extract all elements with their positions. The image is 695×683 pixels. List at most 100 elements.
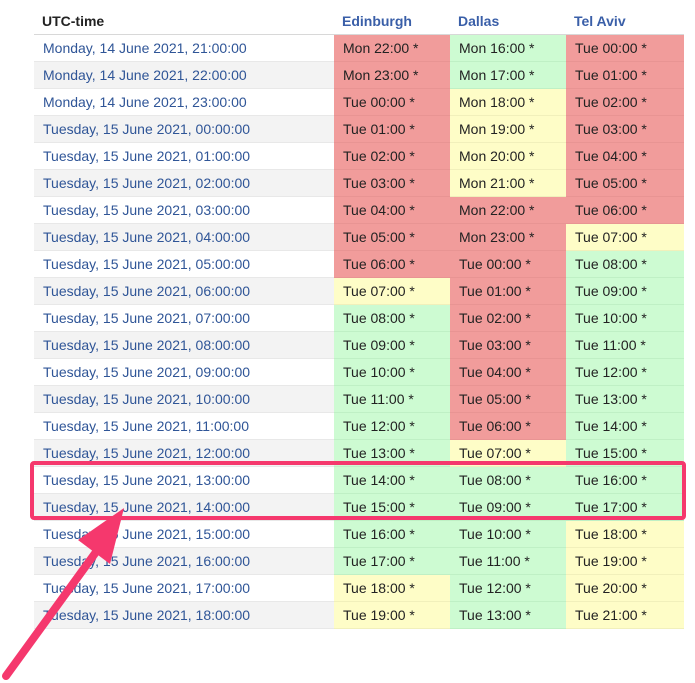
edinburgh-cell: Tue 16:00 *: [334, 520, 450, 548]
dallas-cell: Mon 19:00 *: [450, 115, 566, 143]
edinburgh-cell: Mon 22:00 *: [334, 34, 450, 62]
utc-time-link[interactable]: Tuesday, 15 June 2021, 02:00:00: [43, 175, 251, 191]
table-row: Monday, 14 June 2021, 21:00:00 Mon 22:00…: [34, 34, 684, 62]
edinburgh-cell: Tue 10:00 *: [334, 358, 450, 386]
table-row: Tuesday, 15 June 2021, 06:00:00 Tue 07:0…: [34, 277, 684, 305]
tel-aviv-cell: Tue 03:00 *: [566, 115, 684, 143]
tel-aviv-cell: Tue 07:00 *: [566, 223, 684, 251]
tel-aviv-cell: Tue 13:00 *: [566, 385, 684, 413]
tel-aviv-cell: Tue 00:00 *: [566, 34, 684, 62]
dallas-cell: Tue 00:00 *: [450, 250, 566, 278]
edinburgh-cell: Tue 11:00 *: [334, 385, 450, 413]
utc-cell: Tuesday, 15 June 2021, 17:00:00: [34, 574, 334, 602]
tel-aviv-cell: Tue 11:00 *: [566, 331, 684, 359]
utc-time-link[interactable]: Tuesday, 15 June 2021, 05:00:00: [43, 256, 251, 272]
tel-aviv-cell: Tue 18:00 *: [566, 520, 684, 548]
utc-time-link[interactable]: Tuesday, 15 June 2021, 08:00:00: [43, 337, 251, 353]
utc-cell: Tuesday, 15 June 2021, 11:00:00: [34, 412, 334, 440]
utc-time-link[interactable]: Monday, 14 June 2021, 23:00:00: [43, 94, 247, 110]
tel-aviv-cell: Tue 05:00 *: [566, 169, 684, 197]
utc-time-link[interactable]: Tuesday, 15 June 2021, 15:00:00: [43, 526, 251, 542]
tel-aviv-cell: Tue 15:00 *: [566, 439, 684, 467]
utc-time-link[interactable]: Tuesday, 15 June 2021, 10:00:00: [43, 391, 251, 407]
edinburgh-cell: Tue 09:00 *: [334, 331, 450, 359]
utc-cell: Tuesday, 15 June 2021, 07:00:00: [34, 304, 334, 332]
dallas-cell: Tue 09:00 *: [450, 493, 566, 521]
edinburgh-cell: Mon 23:00 *: [334, 61, 450, 89]
utc-cell: Tuesday, 15 June 2021, 16:00:00: [34, 547, 334, 575]
table-row: Tuesday, 15 June 2021, 12:00:00 Tue 13:0…: [34, 439, 684, 467]
timezone-table-container: UTC-time Edinburgh Dallas Tel Aviv Monda…: [34, 7, 684, 629]
tel-aviv-cell: Tue 14:00 *: [566, 412, 684, 440]
dallas-cell: Tue 05:00 *: [450, 385, 566, 413]
utc-time-link[interactable]: Monday, 14 June 2021, 22:00:00: [43, 67, 247, 83]
utc-time-link[interactable]: Tuesday, 15 June 2021, 00:00:00: [43, 121, 251, 137]
utc-cell: Tuesday, 15 June 2021, 10:00:00: [34, 385, 334, 413]
table-row: Tuesday, 15 June 2021, 00:00:00 Tue 01:0…: [34, 115, 684, 143]
table-row: Tuesday, 15 June 2021, 13:00:00 Tue 14:0…: [34, 466, 684, 494]
utc-time-link[interactable]: Tuesday, 15 June 2021, 04:00:00: [43, 229, 251, 245]
utc-time-link[interactable]: Tuesday, 15 June 2021, 03:00:00: [43, 202, 251, 218]
table-row: Tuesday, 15 June 2021, 09:00:00 Tue 10:0…: [34, 358, 684, 386]
dallas-cell: Tue 06:00 *: [450, 412, 566, 440]
edinburgh-cell: Tue 19:00 *: [334, 601, 450, 629]
utc-cell: Tuesday, 15 June 2021, 09:00:00: [34, 358, 334, 386]
dallas-cell: Mon 16:00 *: [450, 34, 566, 62]
edinburgh-cell: Tue 08:00 *: [334, 304, 450, 332]
utc-cell: Tuesday, 15 June 2021, 12:00:00: [34, 439, 334, 467]
tel-aviv-cell: Tue 01:00 *: [566, 61, 684, 89]
utc-cell: Tuesday, 15 June 2021, 01:00:00: [34, 142, 334, 170]
dallas-cell: Tue 13:00 *: [450, 601, 566, 629]
edinburgh-cell: Tue 15:00 *: [334, 493, 450, 521]
header-edinburgh[interactable]: Edinburgh: [334, 7, 450, 35]
tel-aviv-cell: Tue 17:00 *: [566, 493, 684, 521]
utc-cell: Tuesday, 15 June 2021, 13:00:00: [34, 466, 334, 494]
edinburgh-cell: Tue 13:00 *: [334, 439, 450, 467]
utc-time-link[interactable]: Tuesday, 15 June 2021, 17:00:00: [43, 580, 251, 596]
utc-time-link[interactable]: Tuesday, 15 June 2021, 07:00:00: [43, 310, 251, 326]
edinburgh-cell: Tue 01:00 *: [334, 115, 450, 143]
tel-aviv-cell: Tue 04:00 *: [566, 142, 684, 170]
table-row: Tuesday, 15 June 2021, 02:00:00 Tue 03:0…: [34, 169, 684, 197]
tel-aviv-cell: Tue 16:00 *: [566, 466, 684, 494]
utc-time-link[interactable]: Tuesday, 15 June 2021, 01:00:00: [43, 148, 251, 164]
header-dallas[interactable]: Dallas: [450, 7, 566, 35]
utc-cell: Tuesday, 15 June 2021, 04:00:00: [34, 223, 334, 251]
timezone-table: UTC-time Edinburgh Dallas Tel Aviv Monda…: [34, 7, 684, 629]
edinburgh-cell: Tue 06:00 *: [334, 250, 450, 278]
edinburgh-cell: Tue 14:00 *: [334, 466, 450, 494]
table-header-row: UTC-time Edinburgh Dallas Tel Aviv: [34, 7, 684, 35]
edinburgh-cell: Tue 04:00 *: [334, 196, 450, 224]
dallas-cell: Tue 11:00 *: [450, 547, 566, 575]
utc-time-link[interactable]: Tuesday, 15 June 2021, 13:00:00: [43, 472, 251, 488]
edinburgh-cell: Tue 17:00 *: [334, 547, 450, 575]
header-tel-aviv[interactable]: Tel Aviv: [566, 7, 684, 35]
utc-cell: Monday, 14 June 2021, 23:00:00: [34, 88, 334, 116]
table-row: Tuesday, 15 June 2021, 17:00:00 Tue 18:0…: [34, 574, 684, 602]
tel-aviv-cell: Tue 12:00 *: [566, 358, 684, 386]
table-row: Tuesday, 15 June 2021, 10:00:00 Tue 11:0…: [34, 385, 684, 413]
utc-cell: Tuesday, 15 June 2021, 18:00:00: [34, 601, 334, 629]
edinburgh-cell: Tue 03:00 *: [334, 169, 450, 197]
utc-time-link[interactable]: Tuesday, 15 June 2021, 06:00:00: [43, 283, 251, 299]
table-row: Tuesday, 15 June 2021, 07:00:00 Tue 08:0…: [34, 304, 684, 332]
dallas-cell: Mon 21:00 *: [450, 169, 566, 197]
table-row: Tuesday, 15 June 2021, 01:00:00 Tue 02:0…: [34, 142, 684, 170]
edinburgh-cell: Tue 02:00 *: [334, 142, 450, 170]
dallas-cell: Tue 12:00 *: [450, 574, 566, 602]
tel-aviv-cell: Tue 20:00 *: [566, 574, 684, 602]
edinburgh-cell: Tue 00:00 *: [334, 88, 450, 116]
tel-aviv-cell: Tue 21:00 *: [566, 601, 684, 629]
utc-time-link[interactable]: Tuesday, 15 June 2021, 14:00:00: [43, 499, 251, 515]
utc-cell: Tuesday, 15 June 2021, 08:00:00: [34, 331, 334, 359]
utc-time-link[interactable]: Tuesday, 15 June 2021, 18:00:00: [43, 607, 251, 623]
utc-time-link[interactable]: Tuesday, 15 June 2021, 09:00:00: [43, 364, 251, 380]
edinburgh-cell: Tue 18:00 *: [334, 574, 450, 602]
utc-time-link[interactable]: Tuesday, 15 June 2021, 12:00:00: [43, 445, 251, 461]
dallas-cell: Tue 08:00 *: [450, 466, 566, 494]
utc-time-link[interactable]: Tuesday, 15 June 2021, 16:00:00: [43, 553, 251, 569]
utc-time-link[interactable]: Tuesday, 15 June 2021, 11:00:00: [43, 418, 250, 434]
dallas-cell: Mon 23:00 *: [450, 223, 566, 251]
utc-time-link[interactable]: Monday, 14 June 2021, 21:00:00: [43, 40, 247, 56]
tel-aviv-cell: Tue 09:00 *: [566, 277, 684, 305]
